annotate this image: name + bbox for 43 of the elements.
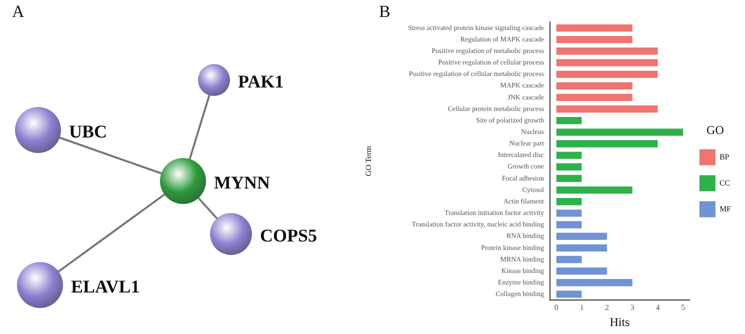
legend-label: CC — [719, 178, 730, 188]
legend-title: GO — [706, 122, 724, 137]
bar — [556, 198, 582, 206]
bar — [556, 152, 582, 159]
bar — [556, 186, 632, 194]
bar — [556, 267, 608, 275]
bar — [556, 140, 658, 148]
bar — [556, 117, 582, 124]
bar — [556, 48, 658, 55]
text: ELAVL1 — [71, 276, 140, 298]
bar — [556, 128, 684, 136]
bar — [556, 290, 582, 298]
text: UBC — [69, 122, 108, 142]
bar — [556, 94, 632, 102]
text: A — [12, 2, 24, 22]
legend-label: MF — [719, 204, 732, 214]
bar — [556, 105, 658, 113]
bar — [556, 174, 582, 182]
x-tick-label: 4 — [656, 302, 660, 312]
legend-label: BP — [719, 152, 730, 162]
x-tick-label: 3 — [630, 302, 634, 312]
bar — [556, 82, 632, 90]
text: PAK1 — [238, 72, 284, 92]
x-tick-label: 0 — [554, 302, 558, 312]
x-tick-label: 1 — [580, 302, 584, 312]
bar — [556, 256, 582, 264]
bar — [556, 70, 658, 78]
bar — [556, 210, 582, 217]
bar — [556, 59, 658, 66]
text: COPS5 — [260, 226, 318, 246]
x-tick-label: 2 — [605, 302, 610, 312]
bar — [556, 221, 582, 228]
bar — [556, 279, 632, 286]
bar — [556, 163, 582, 170]
bar — [556, 232, 608, 240]
y-axis-title: GO Term — [364, 145, 373, 176]
x-tick-label: 5 — [681, 302, 686, 312]
bar — [556, 244, 608, 252]
bar — [556, 36, 632, 44]
x-axis-title: Hits — [610, 314, 630, 329]
bar — [556, 24, 632, 32]
text: MYNN — [214, 172, 270, 194]
text: B — [379, 2, 390, 22]
